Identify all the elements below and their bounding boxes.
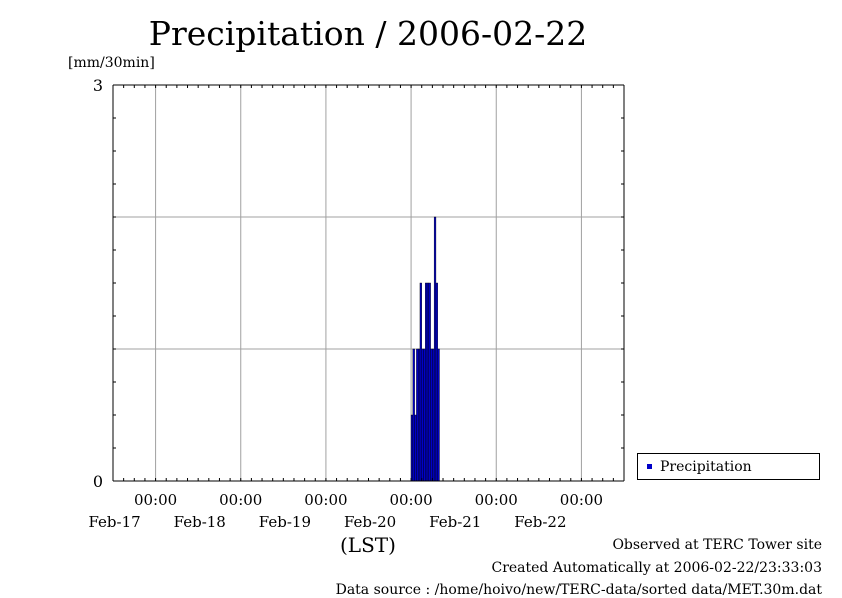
precipitation-bar xyxy=(426,282,430,482)
precipitation-bar xyxy=(416,348,419,482)
x-tick-date-label: Feb-19 xyxy=(259,513,311,531)
x-tick-time-label: 00:00 xyxy=(475,491,518,509)
precipitation-bar xyxy=(437,348,440,482)
precipitation-bar xyxy=(425,282,428,482)
precipitation-bar xyxy=(412,348,415,482)
precipitation-bar xyxy=(432,348,435,482)
y-axis-unit-label: [mm/30min] xyxy=(68,55,155,71)
x-tick-date-label: Feb-22 xyxy=(514,513,566,531)
x-axis-label: (LST) xyxy=(340,533,396,557)
x-tick-date-label: Feb-20 xyxy=(344,513,396,531)
x-tick-time-label: 00:00 xyxy=(219,491,262,509)
precipitation-bar xyxy=(428,282,431,482)
y-tick-label: 3 xyxy=(93,76,103,95)
legend-swatch xyxy=(647,464,652,469)
x-tick-time-label: 00:00 xyxy=(560,491,603,509)
precipitation-bar xyxy=(414,414,417,482)
precipitation-bar xyxy=(421,348,424,482)
precipitation-bar xyxy=(417,348,421,482)
x-tick-time-label: 00:00 xyxy=(389,491,432,509)
x-tick-date-label: Feb-18 xyxy=(174,513,226,531)
precipitation-bar xyxy=(423,348,426,482)
legend-label: Precipitation xyxy=(660,458,752,475)
precipitation-bar xyxy=(419,282,422,482)
precipitation-bar xyxy=(433,216,437,482)
footer-created: Created Automatically at 2006-02-22/23:3… xyxy=(491,560,822,576)
chart-title: Precipitation / 2006-02-22 xyxy=(148,14,588,53)
precipitation-bar xyxy=(430,348,433,482)
y-tick-label: 0 xyxy=(93,472,103,491)
x-tick-time-label: 00:00 xyxy=(304,491,347,509)
precipitation-bar xyxy=(435,282,438,482)
precipitation-bar xyxy=(410,414,414,482)
footer-source: Data source : /home/hoivo/new/TERC-data/… xyxy=(335,582,822,598)
x-tick-date-label: Feb-17 xyxy=(88,513,140,531)
x-tick-date-label: Feb-21 xyxy=(429,513,481,531)
footer-observed: Observed at TERC Tower site xyxy=(612,537,822,553)
legend: Precipitation xyxy=(637,453,820,480)
x-tick-time-label: 00:00 xyxy=(134,491,177,509)
